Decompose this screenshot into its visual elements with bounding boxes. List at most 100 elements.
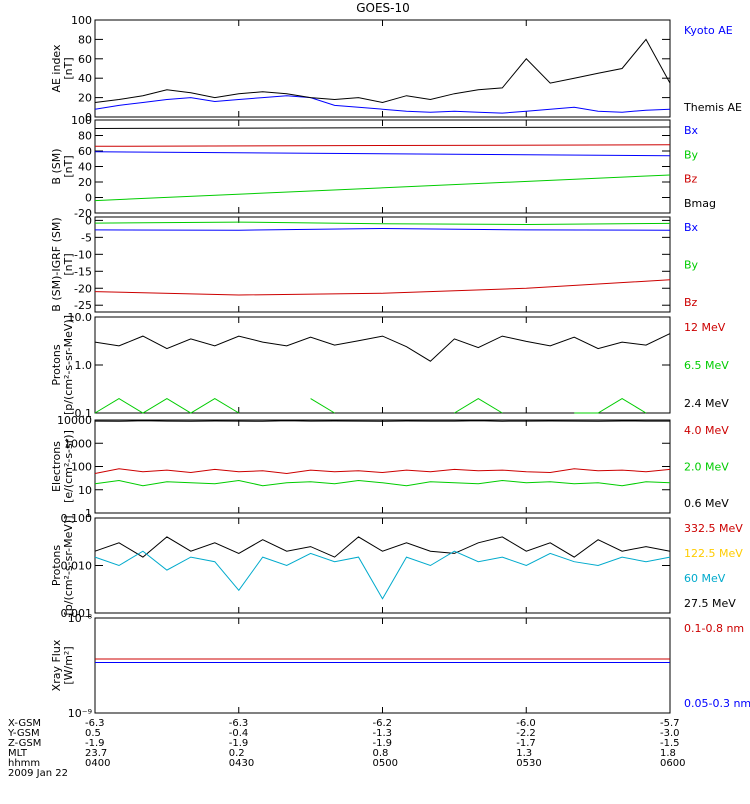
panel-protons2: 0.100 0.010 0.001 Protons [p/(cm²-s-sr-MeV)]… xyxy=(50,512,743,620)
series-line-1 xyxy=(94,468,671,475)
y-axis-label: [p/(cm²-s-sr-MeV)] xyxy=(62,516,75,616)
footer-value: -6.3 xyxy=(85,718,105,729)
y-tick-label: 10000 xyxy=(57,414,92,427)
series-line-0 xyxy=(94,221,671,226)
footer-value: -5.7 xyxy=(660,718,680,729)
legend-label: 60 MeV xyxy=(684,572,726,585)
series-line-1 xyxy=(94,38,671,104)
footer-value: 0530 xyxy=(516,758,541,769)
series-line-0 xyxy=(94,95,671,114)
legend-label: 122.5 MeV xyxy=(684,547,743,560)
y-axis-label: [p/(cm²-s-sr-MeV)] xyxy=(62,315,75,415)
y-tick-label: 100 xyxy=(71,14,92,27)
y-tick-label: 0 xyxy=(85,111,92,124)
y-tick-label: 40 xyxy=(78,161,92,174)
y-tick-label: 1000 xyxy=(64,437,92,450)
footer-row-label: X-GSM xyxy=(8,718,41,729)
panel-frame xyxy=(94,119,671,214)
footer-value: -1.9 xyxy=(229,738,249,749)
footer-row-label: 2009 Jan 22 xyxy=(8,768,68,779)
footer-row-label: hhmm xyxy=(8,758,40,769)
footer-value: 0400 xyxy=(85,758,110,769)
panel-bigrf: 0 -5 -10 -15 -20 -25 B (SM)-IGRF (SM) [nT] Bx By B… xyxy=(50,214,699,313)
y-axis-label: [W/m²] xyxy=(62,646,75,684)
y-tick-label: 80 xyxy=(78,33,92,46)
legend-label: Themis AE xyxy=(683,101,742,114)
y-axis-label: [nT] xyxy=(62,253,75,275)
series-line-2 xyxy=(94,279,671,296)
y-axis-label: AE index xyxy=(50,44,63,93)
y-tick-label: 80 xyxy=(78,130,92,143)
y-tick-label: -25 xyxy=(74,299,92,312)
footer-value: 0.5 xyxy=(85,728,101,739)
legend-label: 2.0 MeV xyxy=(684,461,729,474)
footer-value: -1.9 xyxy=(373,738,393,749)
footer-value: -3.0 xyxy=(660,728,680,739)
legend-label: 332.5 MeV xyxy=(684,522,743,535)
legend-label: Bx xyxy=(684,124,699,137)
series-line-2 xyxy=(94,151,671,157)
footer-value: -1.3 xyxy=(373,728,393,739)
panel-electrons: 10000 1000 100 10 1 Electrons [e/(cm²-s-sr)] 4.… xyxy=(50,414,729,520)
y-tick-label: 1.0 xyxy=(75,359,93,372)
legend-label: 0.05-0.3 nm xyxy=(684,697,750,710)
y-tick-label: 0.010 xyxy=(61,560,93,573)
legend-label: Bz xyxy=(684,173,698,186)
y-tick-label: 40 xyxy=(78,72,92,85)
legend-label: 0.1-0.8 nm xyxy=(684,622,744,635)
panel-frame xyxy=(94,419,671,514)
legend-label: 4.0 MeV xyxy=(684,424,729,437)
chart-title: GOES-10 xyxy=(356,1,410,15)
footer-value: -0.4 xyxy=(229,728,249,739)
footer-value: 0600 xyxy=(660,758,685,769)
footer-value: -1.9 xyxy=(85,738,105,749)
series-line-1 xyxy=(94,398,647,414)
legend-label: By xyxy=(684,148,699,161)
y-axis-label: B (SM) xyxy=(50,148,63,184)
y-axis-label: Electrons xyxy=(50,441,63,492)
footer-row-label: MLT xyxy=(8,748,28,759)
panel-protons1: 10.0 1.0 0.1 Protons [p/(cm²-s-sr-MeV)] 12 Me… xyxy=(50,311,729,420)
footer-value: 0.2 xyxy=(229,748,245,759)
y-axis-label: Protons xyxy=(50,545,63,586)
legend-label: By xyxy=(684,259,699,272)
series-line-1 xyxy=(94,550,671,600)
series-line-1 xyxy=(94,227,671,231)
footer-value: 0.8 xyxy=(373,748,389,759)
y-axis-label: Protons xyxy=(50,344,63,385)
panel-bsm: 100 80 60 40 20 0 -20 B (SM) [nT] Bx By Bz Bmag xyxy=(50,114,716,220)
y-tick-label: 10 xyxy=(78,484,92,497)
footer-value: -6.2 xyxy=(373,718,393,729)
y-tick-label: 10.0 xyxy=(68,311,93,324)
legend-label: 2.4 MeV xyxy=(684,397,729,410)
y-tick-label: 20 xyxy=(78,92,92,105)
legend-label: Kyoto AE xyxy=(684,24,733,37)
panel-xray: 10⁻⁸ 10⁻⁹ Xray Flux [W/m²] 0.1-0.8 nm 0.05-0.… xyxy=(50,612,750,720)
y-tick-label: 60 xyxy=(78,53,92,66)
y-tick-label: 0.001 xyxy=(61,607,93,620)
legend-label: 6.5 MeV xyxy=(684,359,729,372)
footer-value: -6.3 xyxy=(229,718,249,729)
y-tick-label: -15 xyxy=(74,265,92,278)
footer-value: 1.3 xyxy=(516,748,532,759)
y-tick-label: -20 xyxy=(74,282,92,295)
y-tick-label: 0.1 xyxy=(75,407,93,420)
panel-ae: 100 80 60 40 20 0 AE index [nT] Kyoto AE Themis A… xyxy=(50,14,742,124)
footer-row-label: Y-GSM xyxy=(7,728,40,739)
y-axis-label: [nT] xyxy=(62,57,75,79)
legend-label: 12 MeV xyxy=(684,321,726,334)
legend-label: 27.5 MeV xyxy=(684,597,736,610)
y-axis-label: [nT] xyxy=(62,155,75,177)
legend-label: Bx xyxy=(684,221,699,234)
series-line-0 xyxy=(94,126,671,129)
footer-value: 0430 xyxy=(229,758,254,769)
panel-frame xyxy=(94,316,671,414)
y-tick-label: 20 xyxy=(78,176,92,189)
series-line-2 xyxy=(94,479,671,487)
panel-frame xyxy=(94,216,671,313)
y-tick-label: 0.100 xyxy=(61,512,93,525)
y-tick-label: -10 xyxy=(74,248,92,261)
